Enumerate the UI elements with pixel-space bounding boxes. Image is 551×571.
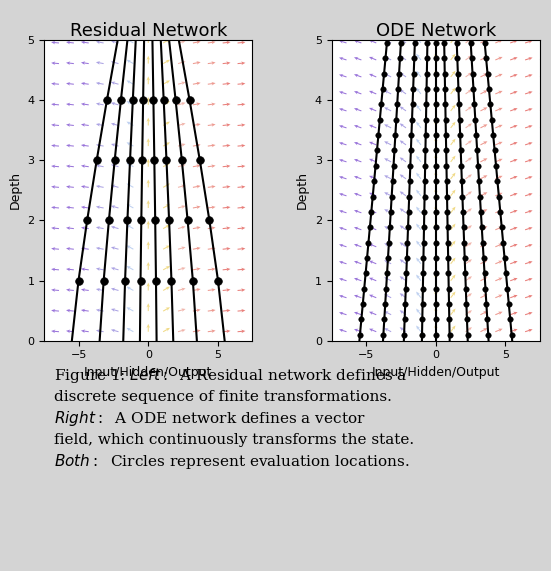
Title: ODE Network: ODE Network bbox=[376, 22, 496, 40]
Title: Residual Network: Residual Network bbox=[69, 22, 227, 40]
Y-axis label: Depth: Depth bbox=[9, 171, 21, 210]
Y-axis label: Depth: Depth bbox=[296, 171, 309, 210]
X-axis label: Input/Hidden/Output: Input/Hidden/Output bbox=[371, 366, 500, 379]
Text: Figure 1: $\it{Left:}$  A Residual network defines a
discrete sequence of finite: Figure 1: $\it{Left:}$ A Residual networ… bbox=[54, 367, 414, 471]
X-axis label: Input/Hidden/Output: Input/Hidden/Output bbox=[84, 366, 213, 379]
